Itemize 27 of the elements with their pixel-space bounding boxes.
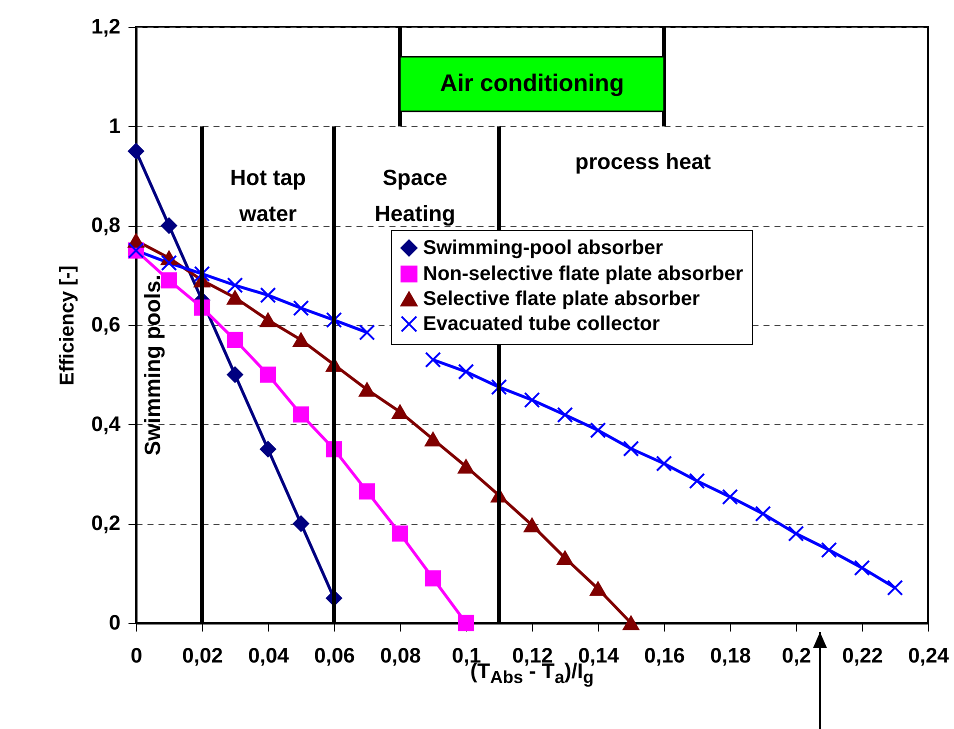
x-tick-label: 0,06 [314,644,355,668]
annotation: Hot tap water [230,165,306,226]
legend-label: Non-selective flate plate absorber [423,263,744,285]
legend-label: Evacuated tube collector [423,313,660,335]
y-axis-title: Efficiency [-] [56,265,78,386]
annotation: Space Heating [374,165,456,226]
x-tick-label: 0,08 [380,644,422,668]
x-tick-label: 0 [130,644,142,668]
annotation: process heat [575,149,712,174]
x-tick-label: 0,24 [908,644,950,668]
x-tick-label: 0,2 [782,644,812,668]
y-tick-label: 1 [108,114,121,138]
x-tick-label: 0,18 [710,644,752,668]
y-tick-label: 0,8 [91,214,121,238]
y-tick-label: 1,2 [91,16,120,38]
x-tick-label: 0,04 [248,644,290,668]
y-tick-label: 0,4 [91,412,121,436]
x-tick-label: 0,02 [182,644,223,668]
legend-label: Swimming-pool absorber [423,237,664,259]
y-tick-label: 0 [108,612,120,634]
y-tick-label: 0,2 [91,512,120,536]
legend-label: Selective flate plate absorber [423,288,700,310]
x-tick-label: 0,22 [842,644,883,668]
x-tick-label: 0,16 [644,644,685,668]
band-label: Air conditioning [440,70,624,98]
annotation: Swimming pools. [140,274,165,456]
y-tick-label: 0,6 [91,314,120,336]
